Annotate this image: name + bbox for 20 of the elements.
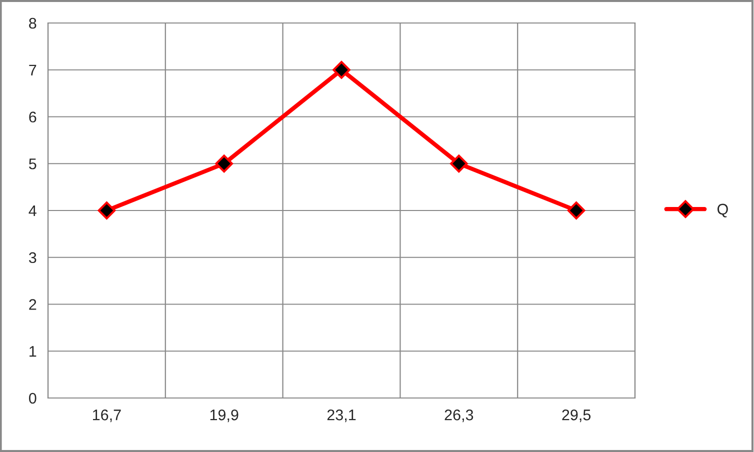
y-tick-label: 1 — [30, 346, 36, 357]
x-tick-label: 26,3 — [444, 410, 474, 422]
point — [98, 202, 116, 220]
x-tick-label: 16,7 — [93, 410, 121, 422]
point — [332, 60, 350, 79]
y-tick-label: 0 — [28, 392, 36, 404]
legend-label: Q — [718, 204, 728, 218]
y-tick-label: 4 — [28, 206, 36, 216]
y-tick-label: 2 — [29, 299, 36, 310]
y-tick-label: 8 — [29, 18, 36, 29]
point — [567, 202, 586, 220]
y-tick-label: 6 — [29, 112, 36, 122]
y-tick-label: 5 — [29, 158, 36, 170]
point — [450, 154, 468, 173]
x-tick-label: 23,1 — [327, 410, 356, 422]
y-tick-label: 3 — [28, 252, 36, 264]
point — [215, 154, 233, 173]
x-tick-label: 19,9 — [210, 410, 238, 422]
y-tick-label: 7 — [29, 64, 36, 76]
x-tick-label: 29,5 — [562, 410, 591, 422]
